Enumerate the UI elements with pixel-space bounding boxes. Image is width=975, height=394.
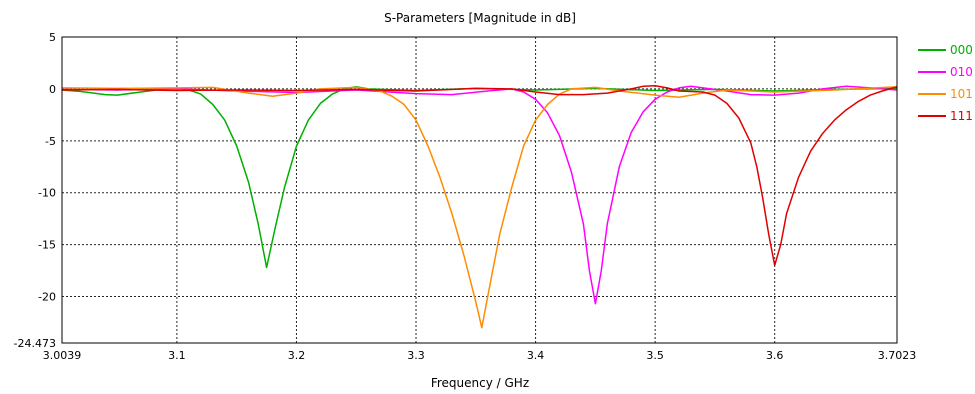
x-axis-label: Frequency / GHz [431, 376, 529, 390]
series-line-111 [61, 85, 898, 267]
legend: 000 010 101 111 [918, 43, 973, 123]
legend-item-101: 101 [918, 87, 973, 101]
legend-label: 101 [950, 87, 973, 101]
x-tick-labels: 3.0039 3.1 3.2 3.3 3.4 3.5 3.6 3.7023 [43, 349, 917, 362]
y-tick-label: -24.473 [14, 337, 56, 350]
legend-label: 111 [950, 109, 973, 123]
series-lines [61, 85, 898, 329]
legend-item-000: 000 [918, 43, 973, 57]
y-tick-label: -20 [38, 291, 56, 304]
y-tick-label: -5 [45, 135, 56, 148]
y-tick-labels: 5 0 -5 -10 -15 -20 -24.473 [14, 31, 56, 350]
series-line-010 [61, 85, 898, 305]
y-tick-label: 0 [49, 83, 56, 96]
y-tick-label: -10 [38, 187, 56, 200]
x-tick-label: 3.3 [407, 349, 425, 362]
x-tick-label: 3.5 [646, 349, 664, 362]
chart-title: S-Parameters [Magnitude in dB] [384, 11, 576, 25]
legend-label: 010 [950, 65, 973, 79]
x-tick-label: 3.0039 [43, 349, 82, 362]
series-line-000 [61, 86, 898, 269]
legend-item-111: 111 [918, 109, 973, 123]
y-tick-label: -15 [38, 239, 56, 252]
x-tick-label: 3.4 [527, 349, 545, 362]
plot-frame [61, 36, 898, 344]
series-line-101 [61, 86, 898, 329]
legend-item-010: 010 [918, 65, 973, 79]
grid-lines [62, 37, 897, 343]
legend-label: 000 [950, 43, 973, 57]
x-tick-label: 3.6 [766, 349, 784, 362]
x-tick-label: 3.2 [288, 349, 306, 362]
x-tick-label: 3.1 [168, 349, 186, 362]
x-tick-label: 3.7023 [878, 349, 917, 362]
y-tick-label: 5 [49, 31, 56, 44]
